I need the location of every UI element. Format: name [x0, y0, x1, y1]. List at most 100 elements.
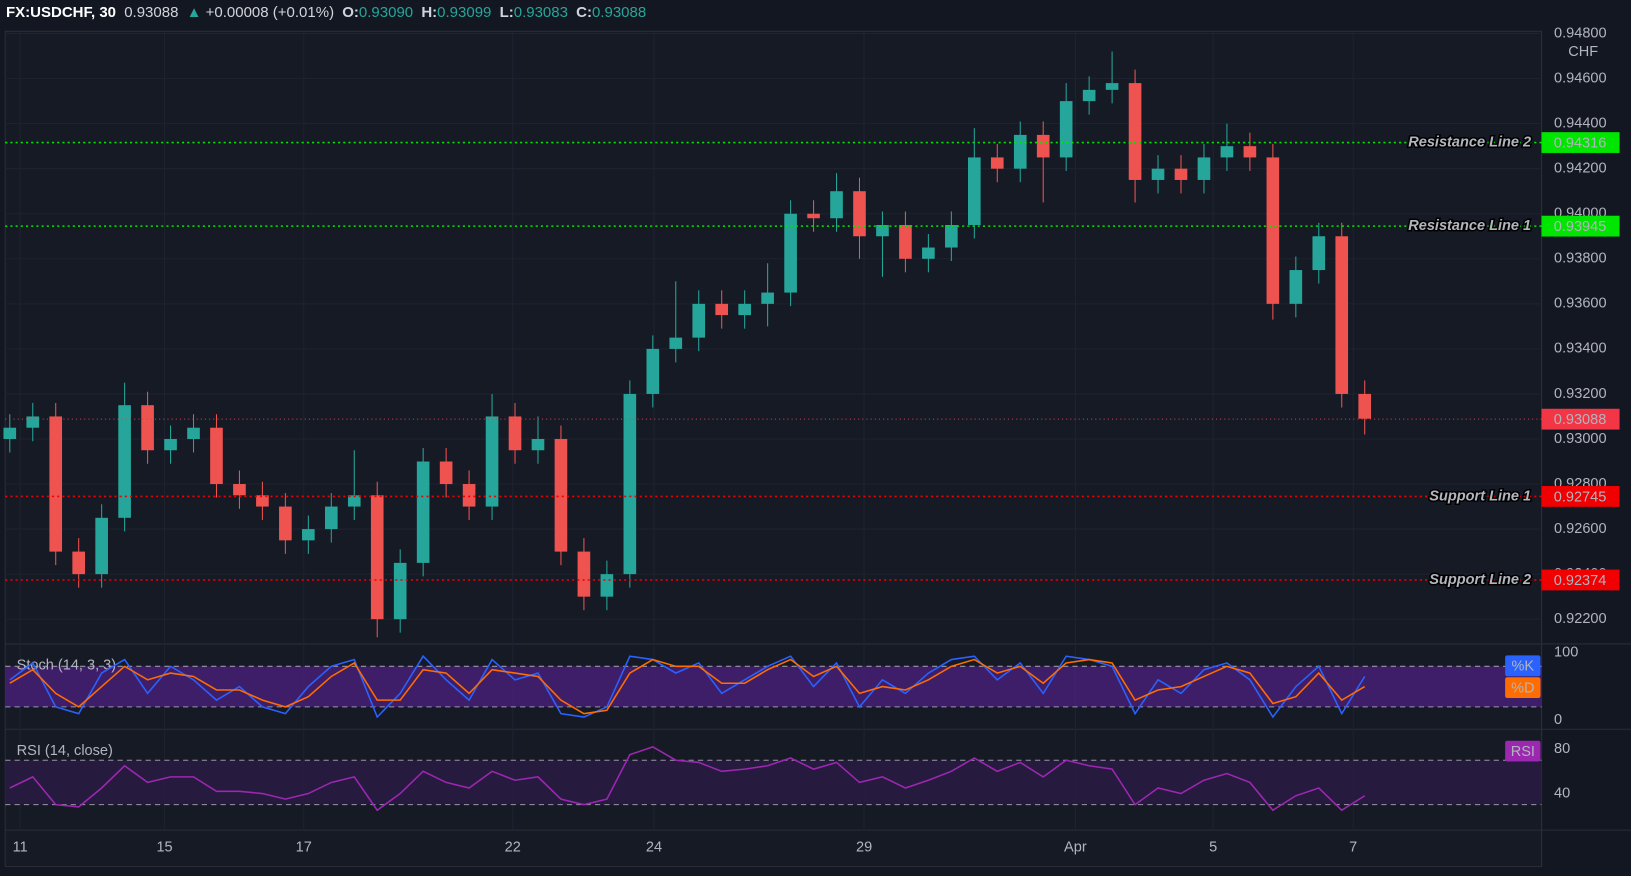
currency: CHF [1568, 44, 1598, 60]
candle-body [302, 529, 315, 541]
y-tick-label: 0.94200 [1554, 161, 1607, 177]
y-tick-label: 100 [1554, 645, 1578, 661]
candle-body [485, 416, 499, 507]
level-chip [1541, 486, 1620, 507]
candle-body [1197, 157, 1211, 180]
candle-body [95, 517, 108, 575]
y-tick-label: 0.94800 [1554, 25, 1607, 41]
close-label: C: [576, 4, 592, 21]
candle-body [922, 247, 935, 259]
legend-chip [1505, 740, 1541, 762]
candle-body [853, 191, 866, 237]
candle-body [1151, 168, 1165, 180]
y-tick-label: 0.92200 [1554, 611, 1607, 627]
candle-body [761, 292, 774, 304]
candle-body [256, 495, 269, 507]
y-tick-label: 40 [1554, 785, 1570, 801]
level-chip [1541, 132, 1620, 153]
high-label: H: [421, 4, 438, 21]
candle-body [26, 416, 40, 428]
candle-body [1036, 134, 1050, 158]
y-tick-label: 0.94600 [1554, 70, 1607, 86]
legend-label: %K [1512, 659, 1535, 675]
candle-body [990, 157, 1004, 169]
candle-body [1082, 89, 1096, 102]
x-tick-label: 29 [856, 840, 872, 856]
x-tick-label: 15 [156, 840, 172, 856]
candle-body [1312, 236, 1326, 271]
candle-body [1105, 83, 1119, 90]
header: FX:USDCHF, 30 0.93088 ▲ +0.00008 (+0.01%… [6, 4, 650, 21]
change-icon: ▲ [186, 4, 202, 21]
candle-body [1358, 393, 1372, 419]
candle-body [1335, 236, 1349, 394]
y-tick-label: 0.93600 [1554, 296, 1607, 312]
legend-chip [1505, 655, 1541, 677]
candle-body [692, 303, 706, 338]
level-name: Support Line 1 [1429, 488, 1531, 504]
candle-body [577, 551, 591, 597]
level-name: Resistance Line 2 [1408, 134, 1531, 150]
candle-body [531, 438, 545, 451]
candle-body [1266, 157, 1280, 304]
price-value: 0.93088 [1554, 412, 1607, 428]
series-line [9, 746, 1366, 812]
candle-body [1220, 146, 1234, 158]
candle-body [370, 495, 384, 620]
candle-body [1013, 134, 1027, 169]
candle-body [623, 393, 637, 575]
panel-title: RSI (14, close) [17, 743, 113, 759]
candle-body [164, 438, 177, 451]
candle-body [324, 506, 338, 530]
level-value: 0.93945 [1554, 219, 1607, 235]
candle-body [1289, 270, 1303, 304]
open: 0.93090 [358, 4, 414, 21]
low-label: L: [499, 4, 514, 21]
candle-body [3, 427, 17, 439]
last-price: 0.93088 [124, 4, 179, 21]
candle-body [118, 405, 131, 518]
candle-body [1059, 101, 1073, 158]
band [5, 760, 1542, 805]
y-tick-label: 0.93000 [1554, 431, 1607, 447]
candle-body [945, 225, 958, 248]
y-tick-label: 80 [1554, 741, 1570, 757]
legend-chip [1505, 677, 1541, 699]
x-tick-label: 7 [1349, 840, 1357, 856]
candle-body [899, 225, 912, 259]
symbol: FX:USDCHF, 30 [6, 4, 117, 21]
candle-body [600, 574, 614, 597]
y-tick-label: 0.93800 [1554, 251, 1607, 267]
candle-body [439, 461, 453, 485]
candle-body [393, 562, 407, 620]
level-name: Resistance Line 1 [1408, 218, 1531, 234]
y-tick-label: 0.94400 [1554, 115, 1607, 131]
y-tick-label: 0.92600 [1554, 521, 1607, 537]
candle-body [738, 303, 751, 316]
candle-body [967, 157, 981, 226]
high: 0.93099 [437, 4, 492, 21]
candle-body [279, 506, 292, 541]
candle-body [646, 348, 660, 394]
x-tick-label: 5 [1209, 840, 1217, 856]
x-tick-label: 22 [505, 840, 521, 856]
candle-body [1174, 168, 1188, 180]
candle-body [669, 337, 683, 349]
series-line [9, 658, 1366, 715]
close: 0.93088 [591, 4, 647, 21]
candle-body [49, 416, 63, 552]
candle-body [508, 416, 522, 451]
candle-body [554, 438, 568, 552]
level-value: 0.92745 [1554, 489, 1607, 505]
low: 0.93083 [513, 4, 568, 21]
change: +0.00008 (+0.01%) [205, 4, 335, 21]
level-value: 0.94316 [1554, 135, 1607, 151]
candle-body [210, 427, 223, 485]
level-chip [1541, 215, 1620, 237]
open-label: O: [342, 4, 359, 21]
x-tick-label: Apr [1064, 840, 1087, 856]
series-line [9, 654, 1366, 719]
level-chip [1541, 569, 1620, 591]
